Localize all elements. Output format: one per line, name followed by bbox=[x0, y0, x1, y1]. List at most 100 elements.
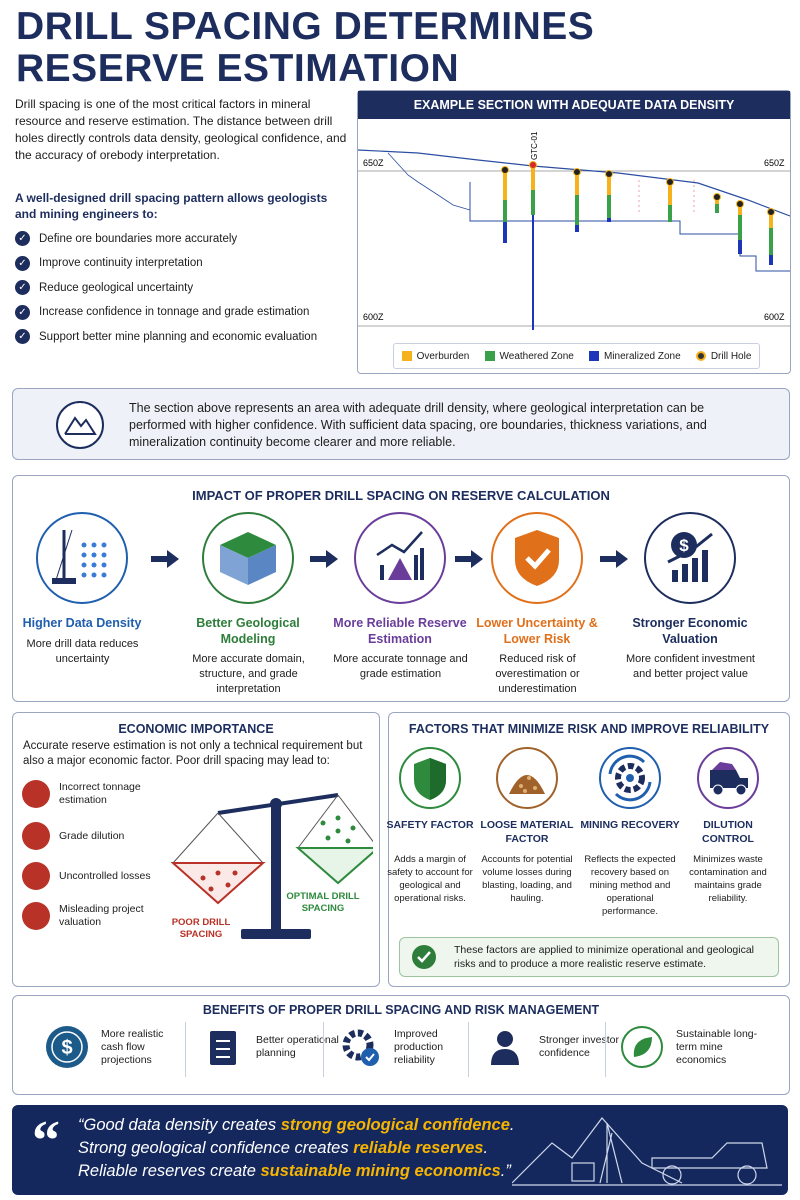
icon-shape bbox=[217, 812, 264, 864]
icon-shape bbox=[523, 789, 527, 793]
quote-line: “Good data density creates strong geolog… bbox=[78, 1116, 515, 1135]
icon-shape bbox=[170, 862, 266, 905]
risk-icon bbox=[22, 780, 50, 808]
icon-shape bbox=[417, 951, 431, 963]
icon-shape bbox=[225, 882, 231, 888]
factors-note: These factors are applied to minimize op… bbox=[454, 944, 755, 970]
icon-shape bbox=[101, 552, 107, 558]
factor-text: Reflects the expected recovery based on … bbox=[584, 854, 676, 917]
section-title: EXAMPLE SECTION WITH ADEQUATE DATA DENSI… bbox=[358, 91, 790, 119]
legend-item: Overburden bbox=[401, 350, 470, 362]
icon bbox=[36, 512, 128, 604]
icon-shape bbox=[200, 875, 206, 881]
icon bbox=[491, 512, 583, 604]
lead: A well-designed drill spacing pattern al… bbox=[15, 191, 328, 221]
icon-shape bbox=[320, 815, 356, 844]
factor-text: Accounts for potential volume losses dur… bbox=[481, 854, 573, 904]
impact-title: IMPACT OF PROPER DRILL SPACING ON RESERV… bbox=[192, 488, 610, 503]
quote-text: Strong geological confidence creates bbox=[78, 1139, 354, 1157]
icon-shape bbox=[599, 550, 628, 568]
icon bbox=[342, 1029, 379, 1066]
economic-item-text: Incorrect tonnage estimation bbox=[59, 781, 141, 806]
step-title: Stronger Economic Valuation bbox=[632, 616, 748, 646]
icon bbox=[621, 1026, 663, 1068]
economic-item: Uncontrolled losses bbox=[22, 862, 162, 890]
benefit-text: Better operational planning bbox=[256, 1034, 339, 1059]
check-icon: ✓ bbox=[15, 231, 30, 246]
level-label: 600Z bbox=[764, 312, 785, 322]
icon-shape bbox=[52, 578, 76, 584]
factors-note-box: These factors are applied to minimize op… bbox=[399, 937, 779, 977]
economic-title: ECONOMIC IMPORTANCE bbox=[118, 722, 274, 736]
check-icon: ✓ bbox=[15, 280, 30, 295]
icon-shape bbox=[335, 828, 341, 834]
risk-icon bbox=[22, 902, 50, 930]
icon-shape bbox=[533, 786, 537, 790]
quote-mark: “ bbox=[32, 1110, 60, 1172]
icon-shape bbox=[735, 784, 747, 796]
icon-shape bbox=[626, 774, 634, 782]
benefit-text: Improved production reliability bbox=[394, 1027, 444, 1066]
icon bbox=[151, 550, 179, 568]
bullet: ✓ Improve continuity interpretation bbox=[15, 255, 203, 271]
bullet: ✓ Increase confidence in tonnage and grad… bbox=[15, 304, 309, 320]
step-text: More accurate tonnage and grade estimati… bbox=[333, 653, 468, 680]
icon-shape bbox=[571, 1162, 595, 1182]
icon-shape bbox=[345, 838, 351, 844]
topography bbox=[358, 149, 790, 217]
quote-text: . bbox=[483, 1139, 489, 1157]
icon-shape bbox=[350, 825, 356, 831]
icon-shape bbox=[633, 1037, 652, 1057]
step-text: More accurate domain, structure, and gra… bbox=[192, 653, 305, 695]
legend-label: Overburden bbox=[416, 350, 470, 362]
icon-shape bbox=[380, 565, 384, 580]
icon bbox=[697, 747, 759, 809]
icon-shape bbox=[36, 512, 128, 604]
quote-text: “Good data density creates bbox=[78, 1116, 281, 1134]
factors-box: FACTORS THAT MINIMIZE RISK AND IMPROVE R… bbox=[388, 712, 790, 987]
drill-collar bbox=[767, 208, 775, 216]
legend-label: Mineralized Zone bbox=[603, 350, 681, 362]
drill-collar bbox=[713, 193, 721, 201]
factor-text: Adds a margin of safety to account for g… bbox=[387, 854, 473, 904]
factor-title: LOOSE MATERIAL FACTOR bbox=[480, 819, 574, 845]
icon-shape bbox=[81, 542, 87, 548]
risk-icon bbox=[22, 822, 50, 850]
factors-title: FACTORS THAT MINIMIZE RISK AND IMPROVE R… bbox=[408, 722, 770, 736]
mining-illustration bbox=[512, 1117, 782, 1186]
icon-shape bbox=[337, 794, 373, 843]
benefit: Better operational planning bbox=[200, 1025, 350, 1069]
quote-text: Reliable reserves create bbox=[78, 1162, 261, 1180]
benefit: Sustainable long-term mine economics bbox=[620, 1025, 770, 1069]
economic-item: Misleading project valuation bbox=[22, 902, 162, 930]
level-label: 600Z bbox=[363, 312, 384, 322]
factor-title: SAFETY FACTOR bbox=[386, 819, 474, 831]
benefits-box: BENEFITS OF PROPER DRILL SPACING AND RIS… bbox=[12, 995, 790, 1095]
legend-item: Weathered Zone bbox=[484, 351, 574, 362]
quote-line: Reliable reserves create sustainable min… bbox=[78, 1162, 511, 1181]
title: DRILL SPACING DETERMINES RESERVE ESTIMATI… bbox=[16, 6, 594, 90]
icon-shape bbox=[248, 545, 276, 585]
icon-shape bbox=[297, 794, 339, 849]
icon-shape bbox=[672, 570, 678, 582]
legend-label: Drill Hole bbox=[710, 350, 752, 362]
title-line: RESERVE ESTIMATION bbox=[16, 47, 460, 90]
icon-shape bbox=[388, 558, 412, 580]
icon-shape bbox=[599, 1132, 613, 1184]
icon-shape bbox=[320, 820, 326, 826]
icon-shape bbox=[491, 1049, 519, 1065]
impact-box: IMPACT OF PROPER DRILL SPACING ON RESERV… bbox=[12, 475, 790, 702]
icon: $ bbox=[644, 512, 736, 604]
icon-shape bbox=[376, 531, 423, 557]
icon-shape bbox=[101, 572, 107, 578]
icon-shape bbox=[232, 870, 238, 876]
intro: Drill spacing is one of the most critica… bbox=[15, 97, 347, 162]
benefit-text: More realistic cash flow projections bbox=[101, 1027, 164, 1066]
icon-shape bbox=[81, 572, 87, 578]
icon bbox=[412, 945, 436, 969]
step-title: Lower Uncertainty & Lower Risk bbox=[476, 616, 598, 646]
icon bbox=[202, 512, 294, 604]
icon-shape bbox=[519, 776, 537, 793]
factor-text: Minimizes waste contamination and mainta… bbox=[689, 854, 767, 904]
